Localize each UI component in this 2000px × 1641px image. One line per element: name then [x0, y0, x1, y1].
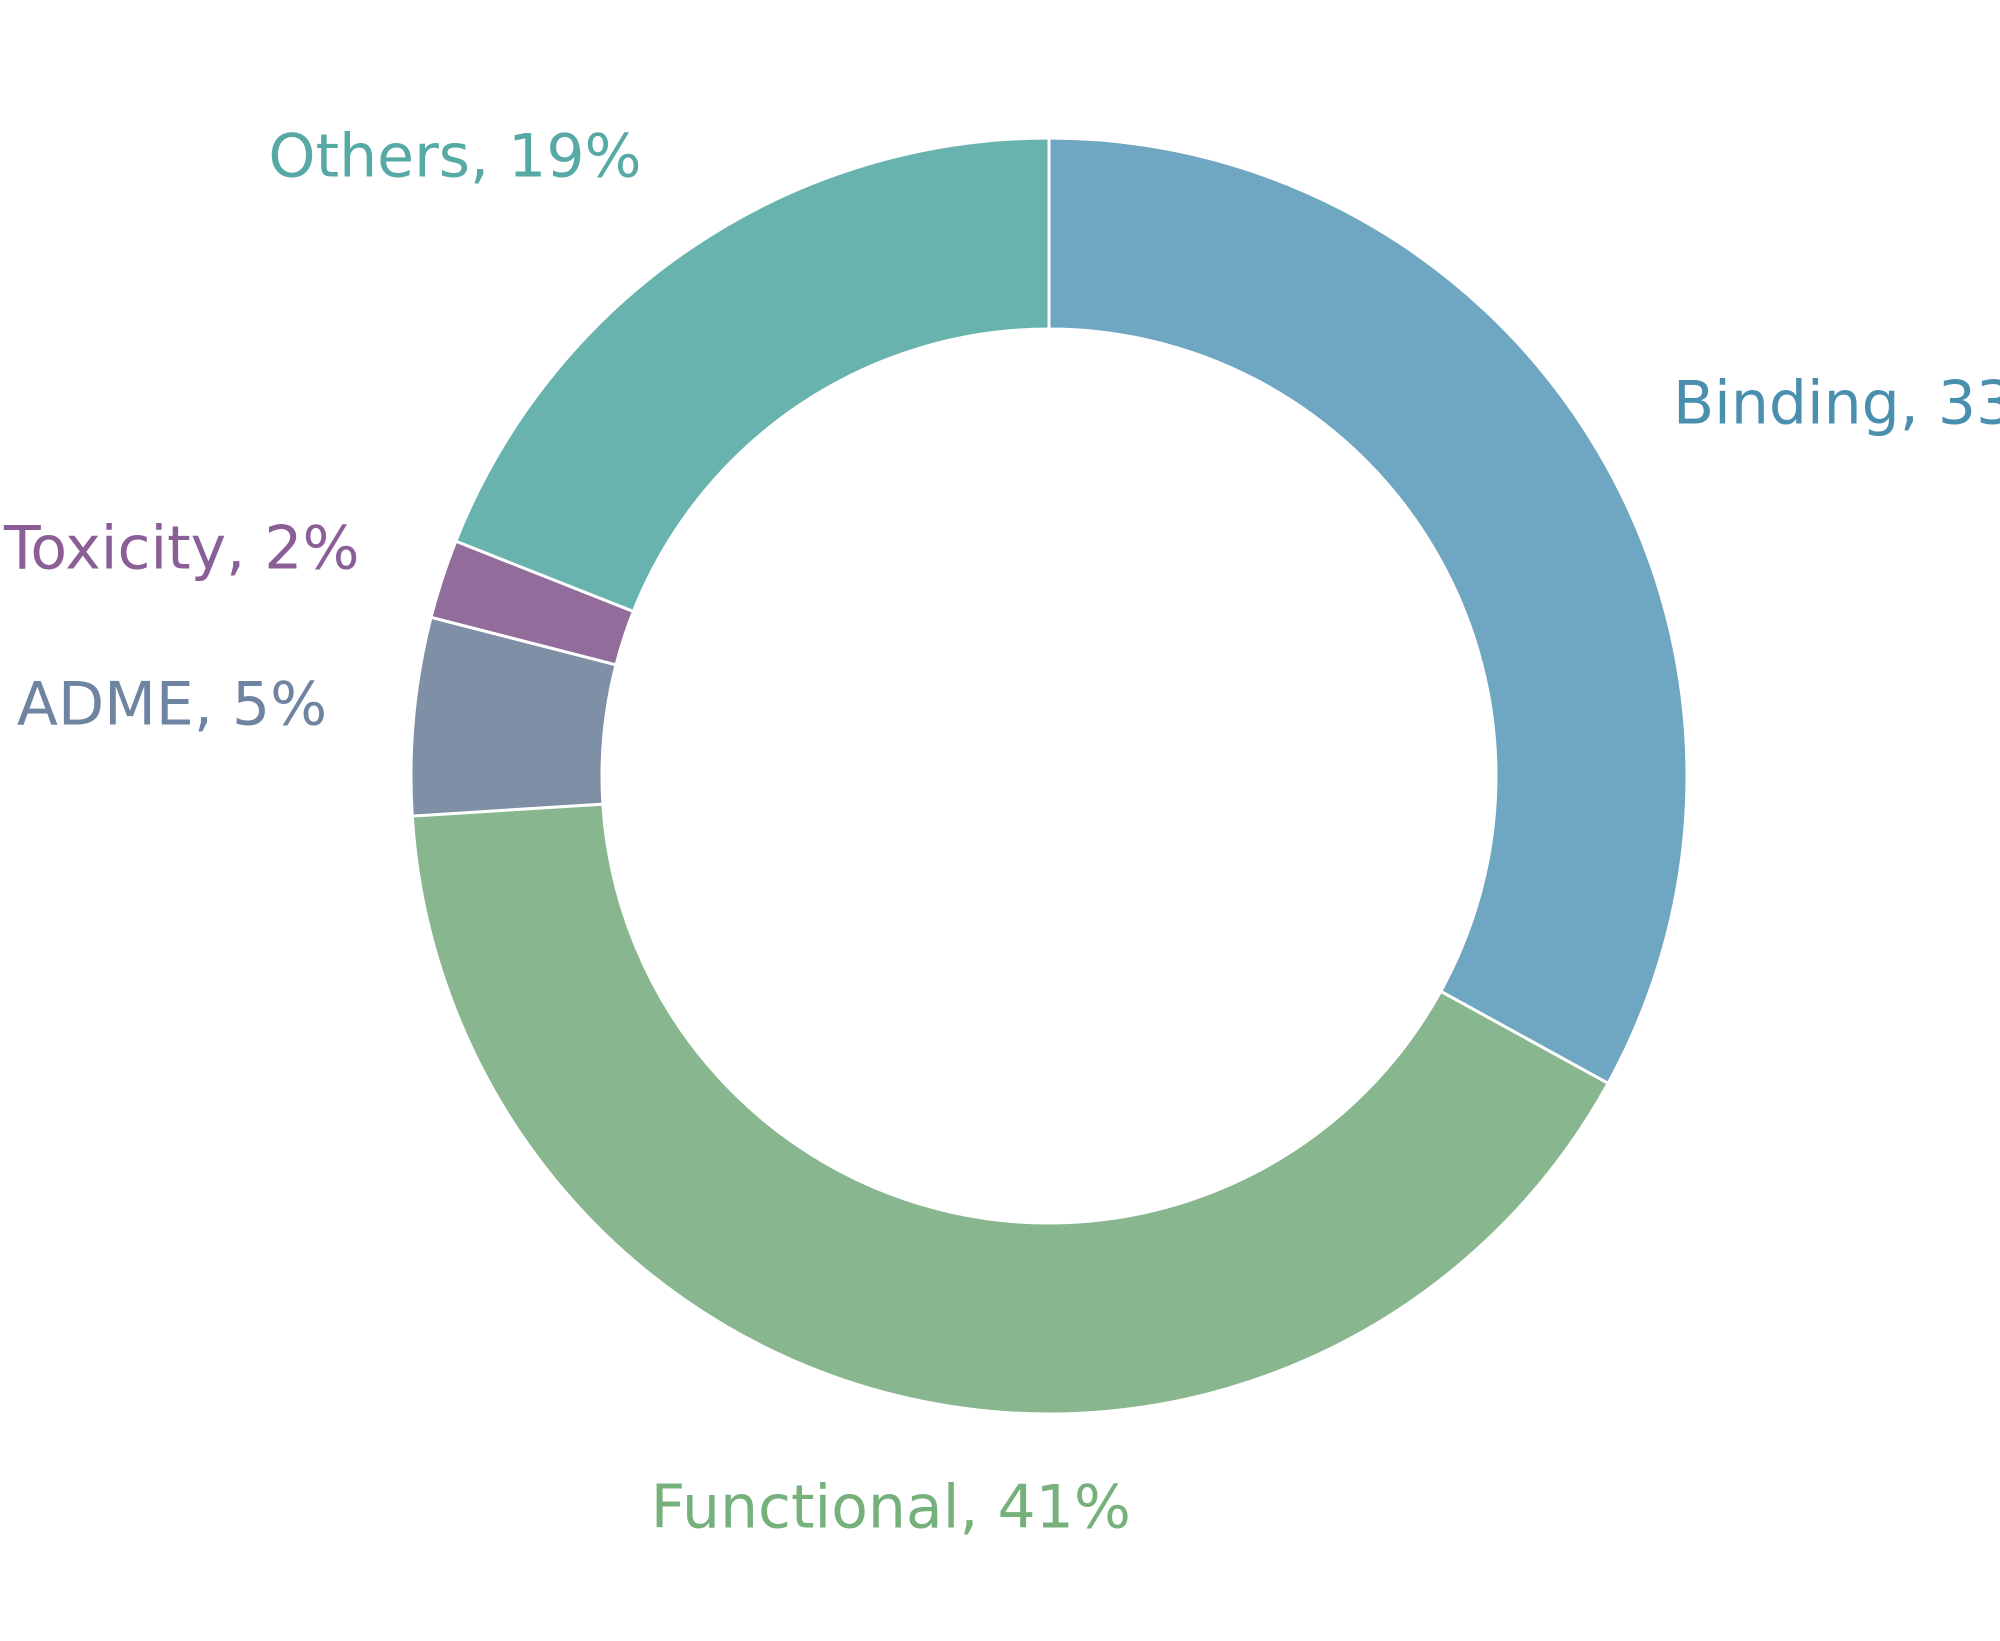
slice-binding	[1047, 136, 1689, 1086]
donut-slices	[409, 136, 1689, 1416]
label-others: Others, 19%	[268, 121, 641, 191]
label-toxicity: Toxicity, 2%	[3, 514, 360, 584]
slice-functional	[410, 802, 1611, 1416]
slice-labels: Binding, 33% Functional, 41% ADME, 5% Toxic…	[3, 121, 2000, 1542]
label-binding: Binding, 33%	[1673, 368, 2000, 438]
slice-others	[453, 136, 1051, 614]
label-functional: Functional, 41%	[651, 1473, 1131, 1543]
label-adme: ADME, 5%	[17, 669, 327, 739]
